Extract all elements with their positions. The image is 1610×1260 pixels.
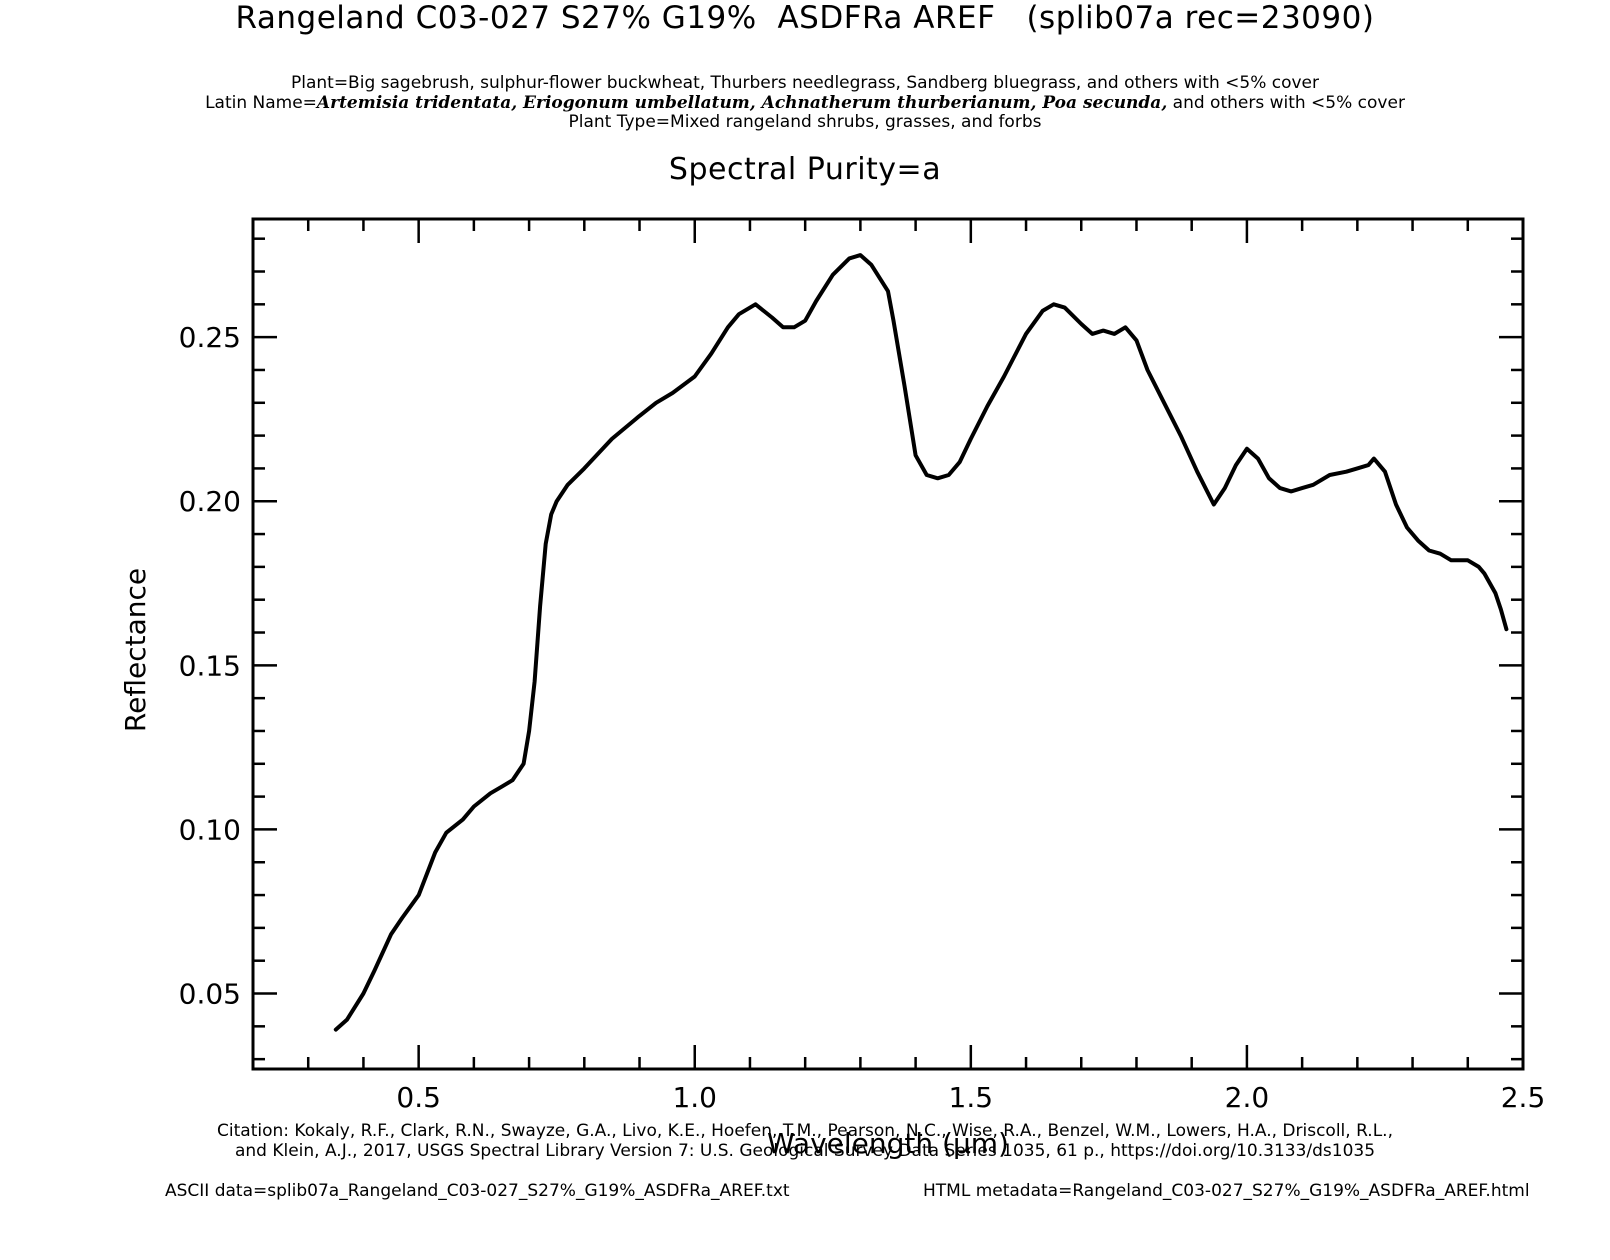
- latin-name-suffix: and others with <5% cover: [1167, 93, 1405, 113]
- html-metadata-filename: HTML metadata=Rangeland_C03-027_S27%_G19…: [923, 1181, 1530, 1201]
- plant-line: Plant=Big sagebrush, sulphur-flower buck…: [290, 73, 1320, 93]
- citation-line-1: Citation: Kokaly, R.F., Clark, R.N., Swa…: [217, 1121, 1393, 1141]
- y-tick-label: 0.15: [179, 649, 241, 682]
- reflectance-line: [333, 253, 1509, 1032]
- plot-frame: [251, 217, 1525, 1071]
- x-tick-label: 2.0: [1225, 1081, 1270, 1114]
- spectral-purity: Spectral Purity=a: [668, 152, 942, 187]
- latin-name-line: Latin Name=Artemisia tridentata, Eriogon…: [0, 93, 1610, 113]
- axis-ticks: [251, 219, 1525, 1069]
- x-tick-label: 2.5: [1501, 1081, 1546, 1114]
- x-tick-label: 1.5: [949, 1081, 994, 1114]
- citation-line-2: and Klein, A.J., 2017, USGS Spectral Lib…: [234, 1141, 1376, 1161]
- y-tick-label: 0.25: [179, 321, 241, 354]
- y-tick-label: 0.10: [179, 813, 241, 846]
- tick-labels: 0.5 1.0 1.5 2.0 2.5 0.05 0.10 0.15 0.20 0.25: [179, 321, 1546, 1114]
- y-axis-label: Reflectance: [119, 568, 152, 732]
- x-tick-label: 1.0: [672, 1081, 717, 1114]
- x-tick-label: 0.5: [396, 1081, 441, 1114]
- chart-title: Rangeland C03-027 S27% G19% ASDFRa AREF …: [235, 0, 1375, 36]
- y-tick-label: 0.05: [179, 978, 241, 1011]
- x-axis-label: Wavelength (μm): [767, 1127, 1009, 1160]
- plant-type-line: Plant Type=Mixed rangeland shrubs, grass…: [568, 112, 1042, 132]
- ascii-data-filename: ASCII data=splib07a_Rangeland_C03-027_S2…: [165, 1181, 790, 1201]
- latin-names: Artemisia tridentata, Eriogonum umbellat…: [316, 93, 1168, 113]
- latin-name-prefix: Latin Name=: [205, 93, 317, 113]
- y-tick-label: 0.20: [179, 485, 241, 518]
